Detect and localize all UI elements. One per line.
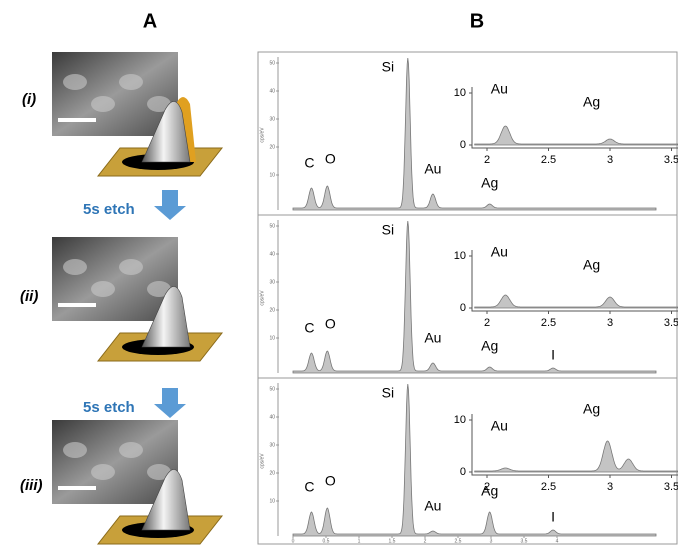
peak-label: Au: [424, 161, 441, 177]
stage-label: (iii): [20, 477, 43, 494]
stage-label: (ii): [20, 288, 38, 305]
figure: A B (i)(ii)(iii)5s etch5s etch1020304050…: [0, 0, 678, 546]
peak-label: Si: [382, 385, 394, 401]
sem-feature: [119, 259, 143, 275]
sem-feature: [91, 281, 115, 297]
x-tick-label: 0: [292, 538, 295, 544]
inset-spectrum: [475, 295, 678, 308]
y-tick-label: 30: [269, 116, 275, 122]
y-tick-label: 20: [269, 144, 275, 150]
sem-feature: [63, 74, 87, 90]
x-tick-label: 1: [358, 538, 361, 544]
inset-peak-label: Au: [491, 244, 508, 260]
x-tick-label: 0.5: [323, 538, 330, 544]
peak-label: O: [325, 473, 336, 489]
inset-y-tick-label: 0: [460, 466, 466, 478]
arrow: [154, 388, 186, 418]
inset-x-tick-label: 2.5: [541, 154, 556, 166]
y-tick-label: 10: [269, 335, 275, 341]
inset-peak-label: Ag: [583, 94, 600, 110]
panel-label: B: [470, 10, 484, 32]
inset-x-tick-label: 3: [607, 317, 613, 329]
inset-y-tick-label: 10: [454, 414, 466, 426]
y-tick-label: 40: [269, 251, 275, 257]
inset-y-tick-label: 10: [454, 87, 466, 99]
peak-label: Si: [382, 222, 394, 238]
inset-x-tick-label: 3.5: [664, 154, 678, 166]
inset-spectrum: [475, 126, 678, 145]
peak-label: C: [304, 479, 314, 495]
peak-label: Au: [424, 330, 441, 346]
peak-label: C: [304, 320, 314, 336]
inset-x-tick-label: 3.5: [664, 317, 678, 329]
inset-x-tick-label: 2: [484, 317, 490, 329]
y-tick-label: 50: [269, 223, 275, 229]
y-tick-label: 50: [269, 60, 275, 66]
inset-x-tick-label: 2: [484, 481, 490, 493]
scale-bar: [58, 118, 96, 122]
x-tick-label: 1.5: [389, 538, 396, 544]
y-tick-label: 20: [269, 307, 275, 313]
peak-label: Au: [424, 498, 441, 514]
spectrum: [293, 221, 656, 373]
y-axis-label: cps/eV: [259, 453, 265, 469]
y-tick-label: 40: [269, 414, 275, 420]
peak-label: O: [325, 151, 336, 167]
inset-peak-label: Au: [491, 81, 508, 97]
stage-label: (i): [22, 91, 36, 108]
x-tick-label: 3: [490, 538, 493, 544]
inset-x-tick-label: 2.5: [541, 481, 556, 493]
inset-y-tick-label: 0: [460, 139, 466, 151]
spectrum: [293, 58, 656, 210]
scale-bar: [58, 486, 96, 490]
peak-label: I: [551, 509, 555, 525]
sem-feature: [91, 464, 115, 480]
sem-feature: [91, 96, 115, 112]
panel-label: A: [143, 10, 157, 32]
arrow: [154, 190, 186, 220]
sem-feature: [63, 259, 87, 275]
inset-y-tick-label: 10: [454, 250, 466, 262]
peak-label: O: [325, 316, 336, 332]
inset-peak-label: Au: [491, 418, 508, 434]
inset-peak-label: Ag: [583, 257, 600, 273]
y-tick-label: 10: [269, 172, 275, 178]
inset-x-tick-label: 2: [484, 154, 490, 166]
inset-x-tick-label: 3: [607, 154, 613, 166]
etch-step: 5s etch: [83, 201, 135, 218]
inset-x-tick-label: 3.5: [664, 481, 678, 493]
peak-label: Ag: [481, 175, 498, 191]
peak-label: C: [304, 155, 314, 171]
x-tick-label: 2: [424, 538, 427, 544]
y-tick-label: 50: [269, 386, 275, 392]
y-axis-label: cps/eV: [259, 127, 265, 143]
x-tick-label: 3.5: [521, 538, 528, 544]
peak-label: Ag: [481, 338, 498, 354]
y-tick-label: 20: [269, 470, 275, 476]
x-tick-label: 2.5: [455, 538, 462, 544]
inset-x-tick-label: 2.5: [541, 317, 556, 329]
y-tick-label: 30: [269, 442, 275, 448]
scale-bar: [58, 303, 96, 307]
inset-y-tick-label: 0: [460, 302, 466, 314]
peak-label: I: [551, 347, 555, 363]
y-tick-label: 10: [269, 498, 275, 504]
y-tick-label: 40: [269, 88, 275, 94]
inset-x-tick-label: 3: [607, 481, 613, 493]
inset-peak-label: Ag: [583, 401, 600, 417]
etch-step: 5s etch: [83, 399, 135, 416]
inset-spectrum: [475, 441, 678, 472]
sem-feature: [119, 442, 143, 458]
sem-feature: [119, 74, 143, 90]
peak-label: Si: [382, 59, 394, 75]
y-axis-label: cps/eV: [259, 290, 265, 306]
y-tick-label: 30: [269, 279, 275, 285]
sem-feature: [63, 442, 87, 458]
x-tick-label: 4: [556, 538, 559, 544]
